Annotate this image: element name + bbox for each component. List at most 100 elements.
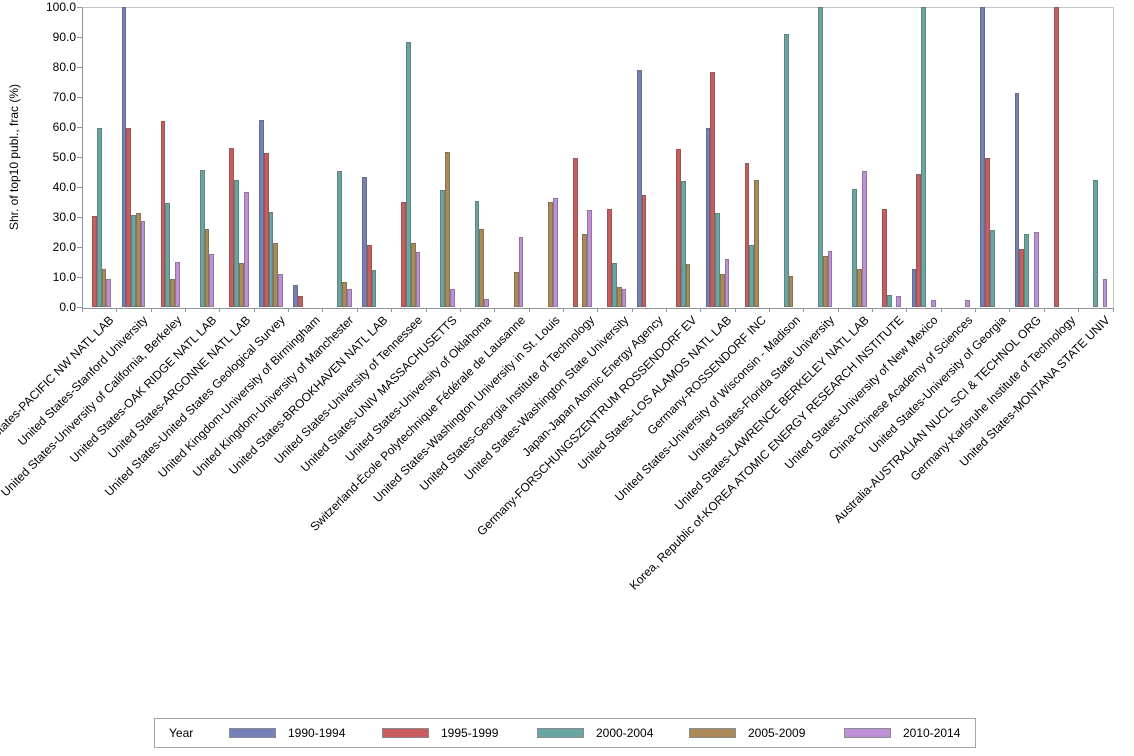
- bar: [175, 262, 180, 307]
- x-tick: [631, 308, 633, 312]
- bar: [234, 179, 239, 307]
- bar: [985, 158, 990, 307]
- x-tick: [116, 308, 118, 312]
- y-tick: [77, 276, 82, 278]
- bar: [754, 179, 759, 307]
- bar: [710, 71, 716, 307]
- legend-swatch: [844, 728, 891, 738]
- bar: [371, 270, 377, 307]
- x-tick: [665, 308, 667, 312]
- bar: [612, 262, 617, 307]
- y-tick-label: 30.0: [52, 210, 76, 224]
- y-tick: [77, 246, 82, 248]
- bar: [263, 153, 269, 307]
- y-tick-label: 40.0: [52, 180, 76, 194]
- legend-swatch: [689, 728, 736, 738]
- bar: [989, 229, 995, 307]
- x-tick: [1043, 308, 1045, 312]
- bar: [744, 163, 750, 307]
- bar: [1019, 248, 1025, 307]
- bar: [199, 170, 205, 307]
- bar: [160, 120, 166, 307]
- bar: [862, 171, 867, 307]
- y-tick-label: 60.0: [52, 120, 76, 134]
- x-tick: [803, 308, 805, 312]
- bar: [980, 7, 986, 307]
- y-tick: [77, 96, 82, 98]
- bar: [1102, 278, 1108, 307]
- bar: [572, 158, 578, 307]
- bar: [229, 148, 235, 307]
- x-tick: [734, 308, 736, 312]
- x-tick: [837, 308, 839, 312]
- bar: [209, 254, 215, 307]
- bar: [886, 295, 892, 307]
- bar: [258, 120, 264, 307]
- bar: [131, 215, 136, 307]
- bar: [126, 127, 132, 307]
- x-tick: [906, 308, 908, 312]
- bar: [278, 274, 283, 307]
- bar: [204, 228, 210, 307]
- bar: [474, 201, 480, 307]
- bar: [410, 243, 416, 307]
- bar: [921, 7, 926, 307]
- y-tick-label: 70.0: [52, 90, 76, 104]
- bar: [140, 220, 146, 307]
- x-tick: [1009, 308, 1011, 312]
- x-tick: [528, 308, 530, 312]
- bar: [135, 212, 141, 307]
- bar: [405, 41, 411, 307]
- x-tick: [597, 308, 599, 312]
- bar: [930, 300, 936, 307]
- bar: [170, 278, 176, 307]
- x-tick: [82, 308, 83, 312]
- bar: [882, 208, 887, 307]
- bar: [715, 212, 720, 307]
- bar: [121, 7, 127, 307]
- x-tick: [391, 308, 393, 312]
- x-tick: [872, 308, 874, 312]
- bar: [1024, 233, 1029, 307]
- x-tick: [1112, 308, 1114, 312]
- bar: [641, 194, 647, 307]
- legend-swatch: [537, 728, 584, 738]
- bar: [293, 284, 299, 307]
- bar: [749, 245, 755, 307]
- legend: Year 1990-1994 1995-1999 2000-2004 2005-200…: [154, 718, 976, 748]
- bar: [719, 274, 725, 307]
- y-tick: [77, 156, 82, 158]
- legend-label: 1990-1994: [288, 726, 346, 740]
- bar: [342, 281, 347, 307]
- y-tick-label: 80.0: [52, 60, 76, 74]
- bar: [724, 259, 730, 307]
- x-tick: [1078, 308, 1080, 312]
- y-tick-label: 20.0: [52, 240, 76, 254]
- bar: [165, 202, 171, 307]
- x-tick: [494, 308, 496, 312]
- bar: [337, 171, 342, 307]
- bar: [636, 69, 642, 307]
- bar: [101, 269, 107, 307]
- x-tick: [425, 308, 427, 312]
- bar: [911, 268, 917, 307]
- bar: [827, 251, 833, 307]
- bar: [680, 181, 686, 307]
- x-tick: [459, 308, 461, 312]
- bar: [238, 262, 244, 307]
- bar: [479, 228, 485, 307]
- y-tick: [77, 186, 82, 188]
- x-tick: [940, 308, 942, 312]
- bar: [449, 288, 455, 307]
- bar: [616, 286, 622, 307]
- bar: [685, 263, 691, 307]
- bar: [362, 176, 367, 307]
- bar: [346, 288, 352, 307]
- y-tick-label: 10.0: [52, 270, 76, 284]
- bar: [788, 276, 794, 307]
- x-tick: [562, 308, 564, 312]
- bar: [621, 288, 627, 307]
- y-tick: [77, 126, 82, 128]
- bar: [582, 233, 588, 307]
